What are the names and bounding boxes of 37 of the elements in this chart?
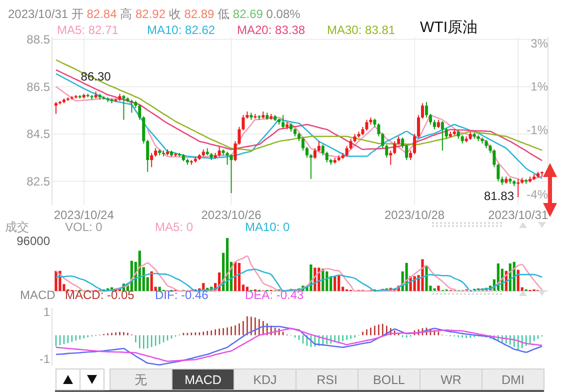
text: MA5: 82.71: [57, 23, 119, 37]
text: DMI: [502, 373, 524, 387]
text: MACD: [184, 373, 222, 387]
text: MA30: 83.81: [327, 23, 396, 37]
text: 无: [134, 373, 148, 387]
annotation: 81.83: [484, 189, 514, 203]
text: WR: [440, 373, 462, 387]
text: MACD: -0.05: [65, 288, 135, 302]
text: DIF: -0.46: [155, 288, 209, 302]
y-tick-label: 1: [43, 304, 50, 319]
y2-tick-label: 3%: [530, 36, 548, 51]
text: BOLL: [373, 373, 406, 387]
y-tick-label: -1: [39, 352, 50, 366]
y2-tick-label: -4%: [526, 187, 548, 202]
text: RSI: [316, 373, 338, 387]
y2-tick-label: -1%: [526, 122, 548, 137]
text: MA10: 82.62: [147, 23, 216, 37]
text: 96000: [16, 234, 50, 248]
x-tick-label: 2023/10/28: [384, 208, 445, 222]
x-tick-label: 2023/10/31: [488, 208, 548, 222]
y2-tick-label: 1%: [530, 80, 548, 94]
x-tick-label: 2023/10/24: [54, 208, 114, 222]
chart-subtitle: VOL: 0: [65, 220, 103, 234]
y-tick-label: 88.5: [26, 32, 50, 47]
text: KDJ: [253, 373, 277, 387]
y-tick-label: 82.5: [26, 174, 50, 189]
chart-title: MACD: [20, 288, 56, 302]
chart-title: 成交: [5, 220, 29, 234]
text: DEA: -0.43: [245, 288, 304, 302]
y-tick-label: 86.5: [26, 80, 50, 94]
x-tick-label: 2023/10/26: [201, 208, 262, 222]
text: MA10: 0: [245, 220, 290, 234]
text: MA5: 0: [155, 220, 194, 234]
y-tick-label: 84.5: [26, 127, 50, 142]
text: MA20: 83.38: [237, 23, 306, 37]
chart-title: WTI原油: [420, 19, 478, 36]
text: 2023/10/31 开 82.84 高 82.92 收 82.89 低 82.69 0.08%: [8, 7, 300, 21]
